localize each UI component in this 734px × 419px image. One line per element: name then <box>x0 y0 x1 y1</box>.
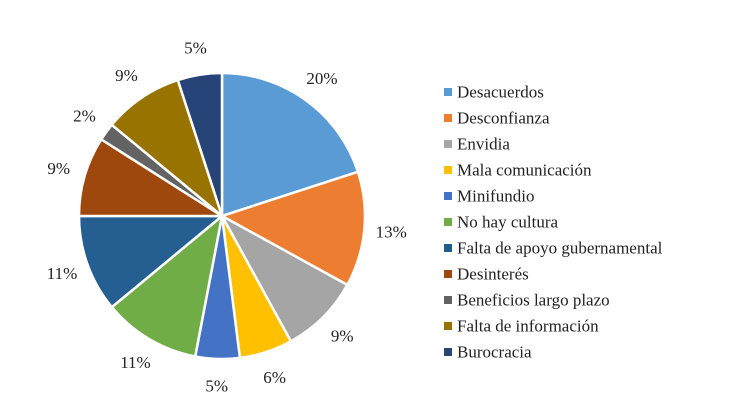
legend-swatch-3 <box>444 140 452 148</box>
data-label-7: 11% <box>47 264 78 283</box>
pie-slice-8 <box>77 138 224 218</box>
legend-label-2: Desconfianza <box>457 109 550 128</box>
pie-data-labels: 20% 13% 9% 6% 5% 11% 11% 9% 2% 9% 5% <box>47 39 407 396</box>
data-label-4: 6% <box>263 368 286 387</box>
data-label-9: 2% <box>73 107 96 126</box>
legend-label-1: Desacuerdos <box>457 83 544 102</box>
pie-slices <box>77 71 367 361</box>
data-label-11: 5% <box>184 39 207 58</box>
legend-swatch-1 <box>444 88 452 96</box>
legend-swatch-2 <box>444 114 452 122</box>
legend-swatch-6 <box>444 218 452 226</box>
legend-swatch-5 <box>444 192 452 200</box>
legend-swatch-9 <box>444 296 452 304</box>
data-label-2: 13% <box>376 223 407 242</box>
data-label-1: 20% <box>306 69 337 88</box>
legend-label-10: Falta de información <box>457 317 599 336</box>
data-label-6: 11% <box>120 353 151 372</box>
legend-swatch-7 <box>444 244 452 252</box>
legend-label-6: No hay cultura <box>457 213 558 232</box>
pie-slice-3 <box>220 214 349 343</box>
pie-slice-10 <box>110 78 224 218</box>
data-label-8: 9% <box>47 159 70 178</box>
legend-label-5: Minifundio <box>457 187 534 206</box>
legend-label-7: Falta de apoyo gubernamental <box>457 239 663 258</box>
pie-slice-2 <box>220 170 367 287</box>
legend-swatch-4 <box>444 166 452 174</box>
data-label-3: 9% <box>331 327 354 346</box>
data-label-10: 9% <box>115 66 138 85</box>
legend-swatch-11 <box>444 348 452 356</box>
legend-label-3: Envidia <box>457 135 510 154</box>
legend-label-9: Beneficios largo plazo <box>457 291 610 310</box>
legend-swatch-8 <box>444 270 452 278</box>
pie-slice-6 <box>110 214 224 358</box>
legend-label-11: Burocracia <box>457 343 532 362</box>
data-label-5: 5% <box>205 376 228 395</box>
pie-slice-1 <box>220 71 360 218</box>
pie-slice-11 <box>176 71 224 218</box>
legend: Desacuerdos Desconfianza Envidia Mala comun… <box>444 83 663 362</box>
legend-label-4: Mala comunicación <box>457 161 592 180</box>
legend-swatch-10 <box>444 322 452 330</box>
pie-slice-7 <box>77 214 224 309</box>
legend-label-8: Desinterés <box>457 265 529 284</box>
